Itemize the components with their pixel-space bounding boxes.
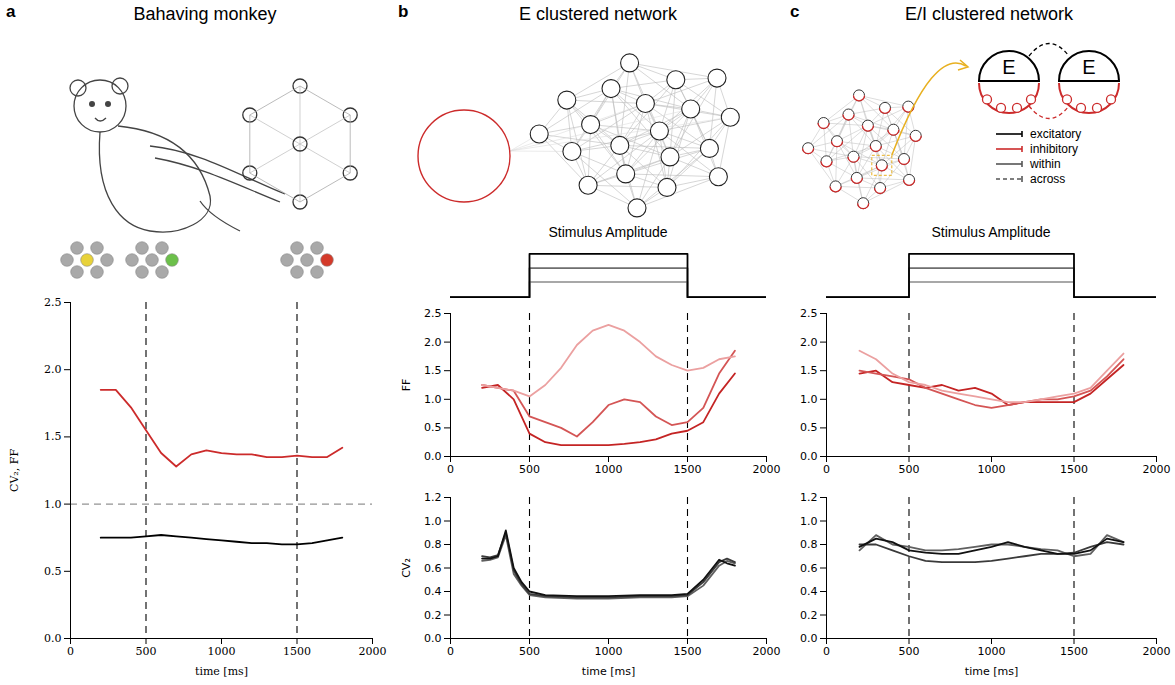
svg-text:1500: 1500 [283,645,311,658]
svg-text:0.5: 0.5 [800,421,818,434]
svg-text:0: 0 [823,463,830,476]
svg-text:0.0: 0.0 [44,632,62,645]
svg-text:1.5: 1.5 [44,430,62,443]
svg-text:0.0: 0.0 [800,450,818,463]
svg-text:2000: 2000 [1143,645,1171,658]
svg-text:1.0: 1.0 [800,515,818,528]
svg-text:500: 500 [899,463,920,476]
svg-text:E: E [1002,56,1015,78]
svg-text:0.0: 0.0 [424,450,442,463]
svg-text:2.0: 2.0 [800,336,818,349]
svg-text:time [ms]: time [ms] [965,665,1018,678]
svg-text:0: 0 [447,463,454,476]
svg-text:1.0: 1.0 [424,393,442,406]
svg-text:0: 0 [447,645,454,658]
html-text:E clustered network: E clustered network [519,4,677,24]
svg-text:0.0: 0.0 [800,632,818,645]
html-text:c: c [790,2,800,21]
svg-text:0.6: 0.6 [800,562,818,575]
svg-text:1500: 1500 [674,463,702,476]
html-text:a: a [6,2,16,21]
svg-text:0.5: 0.5 [424,421,442,434]
svg-text:0.4: 0.4 [424,585,442,598]
svg-text:2000: 2000 [753,463,781,476]
svg-text:1.0: 1.0 [44,498,62,511]
svg-text:across: across [1030,172,1065,186]
svg-text:2.0: 2.0 [44,363,62,376]
html-text:Bahaving monkey: Bahaving monkey [133,4,277,24]
svg-text:1000: 1000 [978,645,1006,658]
svg-text:1000: 1000 [208,645,236,658]
svg-text:0.5: 0.5 [44,565,62,578]
svg-text:1000: 1000 [595,645,623,658]
svg-text:1000: 1000 [595,463,623,476]
svg-text:time [ms]: time [ms] [582,665,635,678]
svg-text:1.5: 1.5 [424,364,442,377]
svg-text:0.8: 0.8 [800,538,818,551]
html-text:Stimulus Amplitude: Stimulus Amplitude [931,224,1051,240]
svg-text:1.5: 1.5 [800,364,818,377]
svg-text:2.5: 2.5 [44,296,62,309]
svg-text:E: E [1082,56,1095,78]
svg-text:time [ms]: time [ms] [195,665,248,678]
svg-text:0.8: 0.8 [424,538,442,551]
svg-text:1.2: 1.2 [800,491,818,504]
svg-text:CV₂, FF: CV₂, FF [8,449,21,492]
svg-text:within: within [1029,157,1061,171]
html-text:b: b [398,2,409,21]
svg-text:CV₂: CV₂ [400,558,413,578]
html-text:Stimulus Amplitude: Stimulus Amplitude [548,224,668,240]
html-text:E/I clustered network: E/I clustered network [905,4,1073,24]
svg-text:2000: 2000 [359,645,387,658]
svg-text:1500: 1500 [1060,463,1088,476]
svg-text:2.5: 2.5 [424,307,442,320]
svg-text:0.2: 0.2 [800,609,818,622]
svg-text:1500: 1500 [1060,645,1088,658]
svg-text:2000: 2000 [753,645,781,658]
svg-text:2000: 2000 [1143,463,1171,476]
svg-text:0: 0 [67,645,74,658]
svg-text:0.0: 0.0 [424,632,442,645]
svg-text:1500: 1500 [674,645,702,658]
svg-text:inhibitory: inhibitory [1030,142,1078,156]
svg-text:500: 500 [519,645,540,658]
svg-text:2.5: 2.5 [800,307,818,320]
svg-text:0.4: 0.4 [800,585,818,598]
svg-text:0.6: 0.6 [424,562,442,575]
svg-text:2.0: 2.0 [424,336,442,349]
svg-text:1000: 1000 [978,463,1006,476]
svg-text:500: 500 [519,463,540,476]
svg-text:1.2: 1.2 [424,491,442,504]
svg-text:0.2: 0.2 [424,609,442,622]
svg-text:1.0: 1.0 [424,515,442,528]
svg-text:1.0: 1.0 [800,393,818,406]
svg-text:500: 500 [899,645,920,658]
svg-text:500: 500 [136,645,157,658]
svg-text:FF: FF [400,379,413,392]
svg-text:excitatory: excitatory [1030,127,1081,141]
svg-text:0: 0 [823,645,830,658]
